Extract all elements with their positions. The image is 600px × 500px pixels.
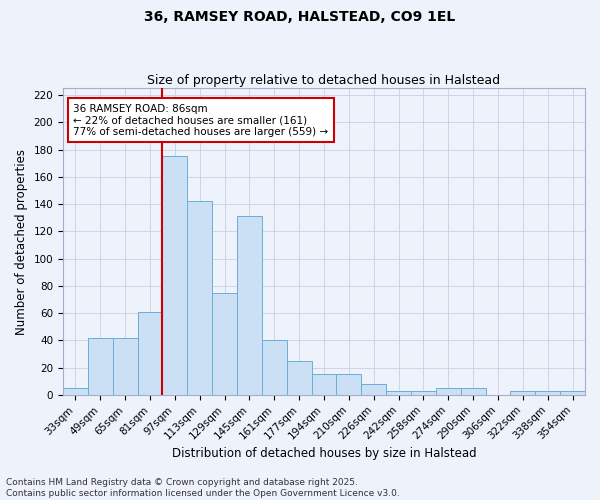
Bar xyxy=(187,202,212,395)
Bar xyxy=(237,216,262,395)
Bar xyxy=(436,388,461,395)
Bar xyxy=(88,338,113,395)
Bar xyxy=(560,391,585,395)
Bar xyxy=(386,391,411,395)
X-axis label: Distribution of detached houses by size in Halstead: Distribution of detached houses by size … xyxy=(172,447,476,460)
Bar xyxy=(163,156,187,395)
Text: Contains HM Land Registry data © Crown copyright and database right 2025.
Contai: Contains HM Land Registry data © Crown c… xyxy=(6,478,400,498)
Bar xyxy=(63,388,88,395)
Title: Size of property relative to detached houses in Halstead: Size of property relative to detached ho… xyxy=(148,74,500,87)
Bar xyxy=(113,338,137,395)
Bar xyxy=(287,361,311,395)
Bar xyxy=(461,388,485,395)
Bar xyxy=(361,384,386,395)
Bar xyxy=(411,391,436,395)
Bar xyxy=(511,391,535,395)
Text: 36, RAMSEY ROAD, HALSTEAD, CO9 1EL: 36, RAMSEY ROAD, HALSTEAD, CO9 1EL xyxy=(145,10,455,24)
Text: 36 RAMSEY ROAD: 86sqm
← 22% of detached houses are smaller (161)
77% of semi-det: 36 RAMSEY ROAD: 86sqm ← 22% of detached … xyxy=(73,104,329,136)
Bar xyxy=(262,340,287,395)
Bar xyxy=(212,292,237,395)
Y-axis label: Number of detached properties: Number of detached properties xyxy=(15,148,28,334)
Bar xyxy=(311,374,337,395)
Bar xyxy=(137,312,163,395)
Bar xyxy=(535,391,560,395)
Bar xyxy=(337,374,361,395)
